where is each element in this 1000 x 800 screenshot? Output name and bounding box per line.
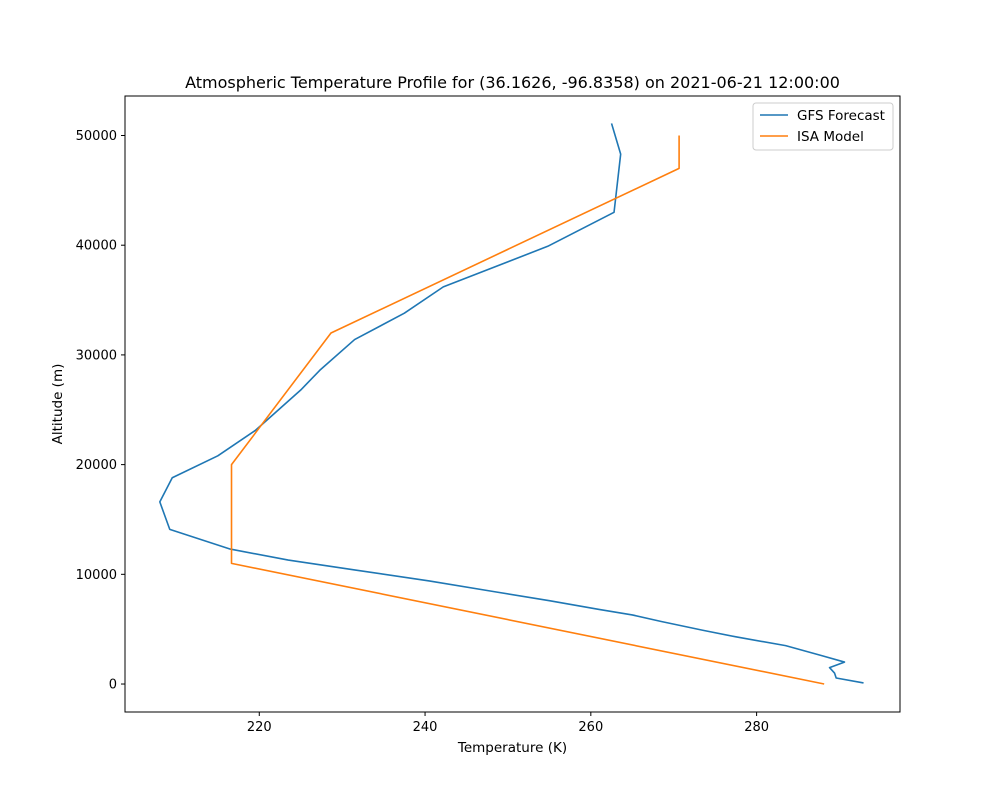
x-axis: 220 240 260 280: [247, 712, 769, 735]
x-tick-label: 260: [578, 720, 603, 735]
series-layer: [159, 123, 864, 685]
series-line-isa-model: [230, 135, 825, 685]
series-line-gfs-forecast: [159, 123, 864, 684]
y-axis: 0 10000 20000 30000 40000 50000: [76, 129, 125, 693]
y-tick-label: 30000: [76, 348, 117, 363]
legend: GFS Forecast ISA Model: [752, 102, 894, 151]
chart-title: Atmospheric Temperature Profile for (36.…: [185, 73, 840, 92]
x-tick-label: 240: [413, 720, 438, 735]
x-tick-label: 220: [247, 720, 272, 735]
y-tick-label: 50000: [76, 129, 117, 144]
y-tick-label: 0: [109, 678, 117, 693]
x-axis-label: Temperature (K): [457, 740, 567, 756]
x-tick-label: 280: [744, 720, 769, 735]
plot-frame: [124, 95, 901, 713]
legend-label-gfs-forecast: GFS Forecast: [797, 108, 885, 124]
y-tick-label: 40000: [76, 239, 117, 254]
legend-label-isa-model: ISA Model: [797, 129, 864, 145]
y-tick-label: 10000: [76, 568, 117, 583]
y-tick-label: 20000: [76, 458, 117, 473]
y-axis-label: Altitude (m): [50, 364, 66, 445]
